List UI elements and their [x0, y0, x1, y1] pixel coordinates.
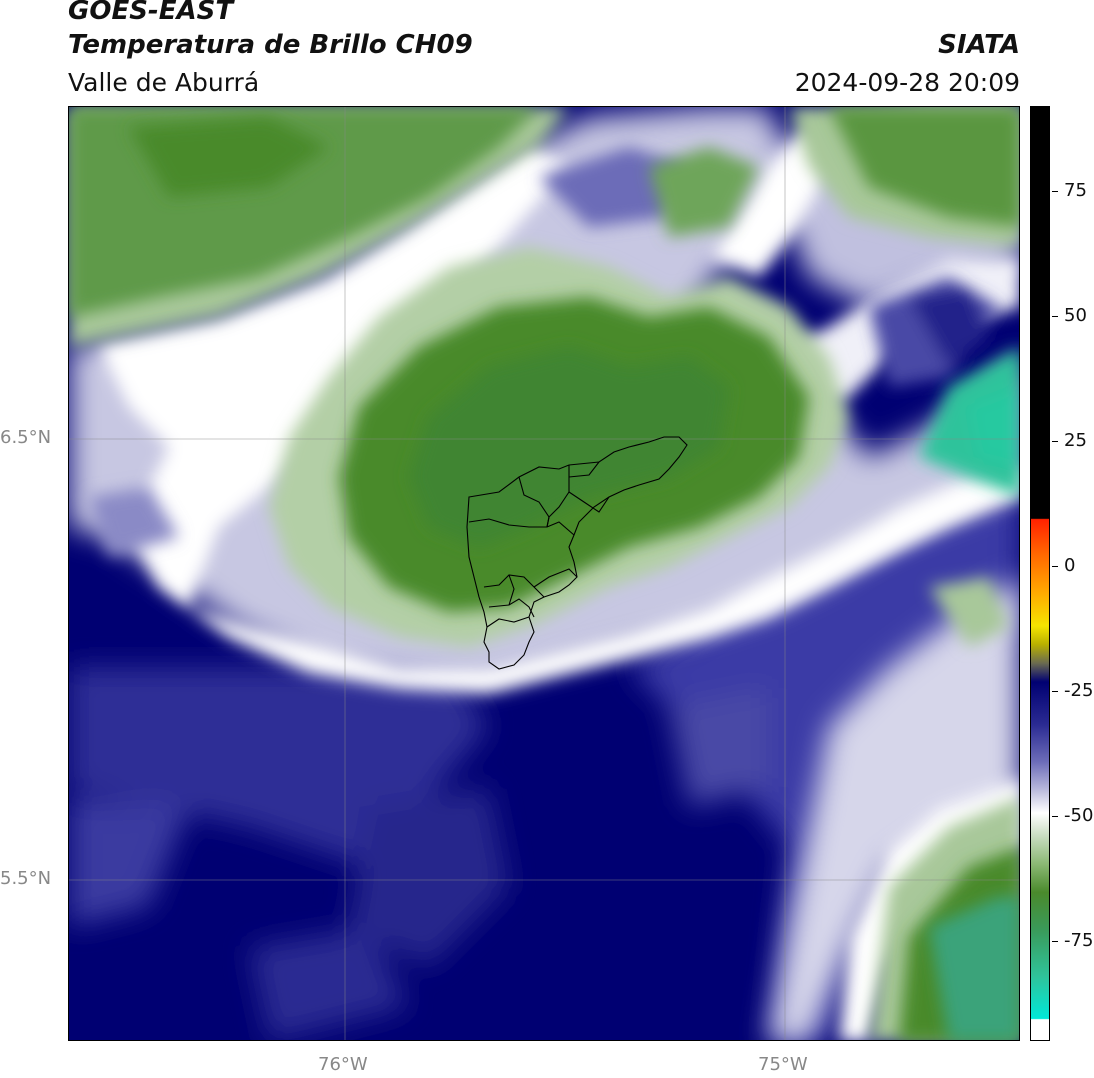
colorbar-tick-label: 75 [1064, 180, 1087, 201]
region-title: Valle de Aburrá [68, 68, 260, 97]
colorbar-tick-mark [1052, 191, 1058, 192]
satellite-map[interactable] [68, 106, 1020, 1041]
satellite-title: GOES-EAST [68, 0, 234, 26]
lon-label-76w: 76°W [318, 1054, 368, 1075]
colorbar-tick-mark [1052, 441, 1058, 442]
colorbar-tick-label: -50 [1064, 805, 1094, 826]
municipality-boundaries [466, 436, 688, 670]
colorbar-tick-mark [1052, 816, 1058, 817]
colorbar-tick-label: -75 [1064, 930, 1094, 951]
lon-label-75w: 75°W [758, 1054, 808, 1075]
product-title: Temperatura de Brillo CH09 [68, 30, 473, 60]
colorbar-tick-mark [1052, 691, 1058, 692]
colorbar-tick-label: 25 [1064, 430, 1087, 451]
colorbar-tick-mark [1052, 566, 1058, 567]
colorbar-tick-mark [1052, 941, 1058, 942]
brightness-temperature-field [69, 107, 1019, 1040]
lat-label-6-5n: 6.5°N [0, 427, 52, 448]
colorbar-tick-label: -25 [1064, 680, 1094, 701]
colorbar-tick-label: 0 [1064, 555, 1076, 576]
colorbar-tick-mark [1052, 316, 1058, 317]
temperature-colorbar [1030, 106, 1050, 1041]
datetime-label: 2024-09-28 20:09 [794, 68, 1020, 97]
lat-label-5-5n: 5.5°N [0, 868, 52, 889]
institution-label: SIATA [938, 30, 1020, 60]
colorbar-tick-label: 50 [1064, 305, 1087, 326]
